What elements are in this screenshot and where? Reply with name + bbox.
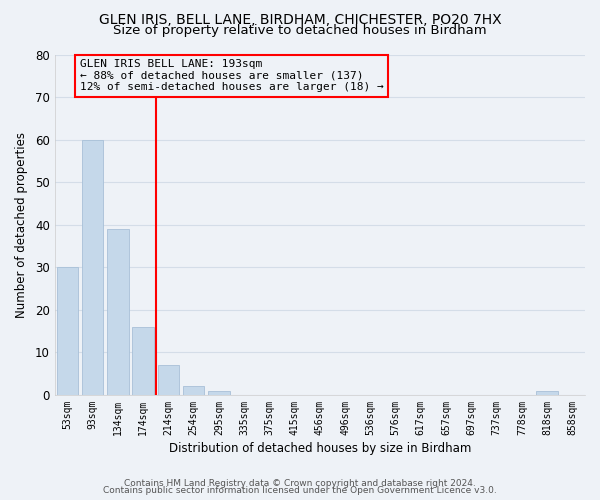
Bar	[107, 229, 128, 395]
Text: GLEN IRIS BELL LANE: 193sqm
← 88% of detached houses are smaller (137)
12% of se: GLEN IRIS BELL LANE: 193sqm ← 88% of det…	[80, 59, 383, 92]
Bar	[183, 386, 205, 395]
Bar	[82, 140, 103, 395]
Text: Size of property relative to detached houses in Birdham: Size of property relative to detached ho…	[113, 24, 487, 37]
Bar	[56, 268, 78, 395]
Bar	[536, 390, 558, 395]
X-axis label: Distribution of detached houses by size in Birdham: Distribution of detached houses by size …	[169, 442, 471, 455]
Bar	[133, 327, 154, 395]
Text: GLEN IRIS, BELL LANE, BIRDHAM, CHICHESTER, PO20 7HX: GLEN IRIS, BELL LANE, BIRDHAM, CHICHESTE…	[98, 12, 502, 26]
Bar	[158, 365, 179, 395]
Text: Contains HM Land Registry data © Crown copyright and database right 2024.: Contains HM Land Registry data © Crown c…	[124, 478, 476, 488]
Bar	[208, 390, 230, 395]
Y-axis label: Number of detached properties: Number of detached properties	[15, 132, 28, 318]
Text: Contains public sector information licensed under the Open Government Licence v3: Contains public sector information licen…	[103, 486, 497, 495]
